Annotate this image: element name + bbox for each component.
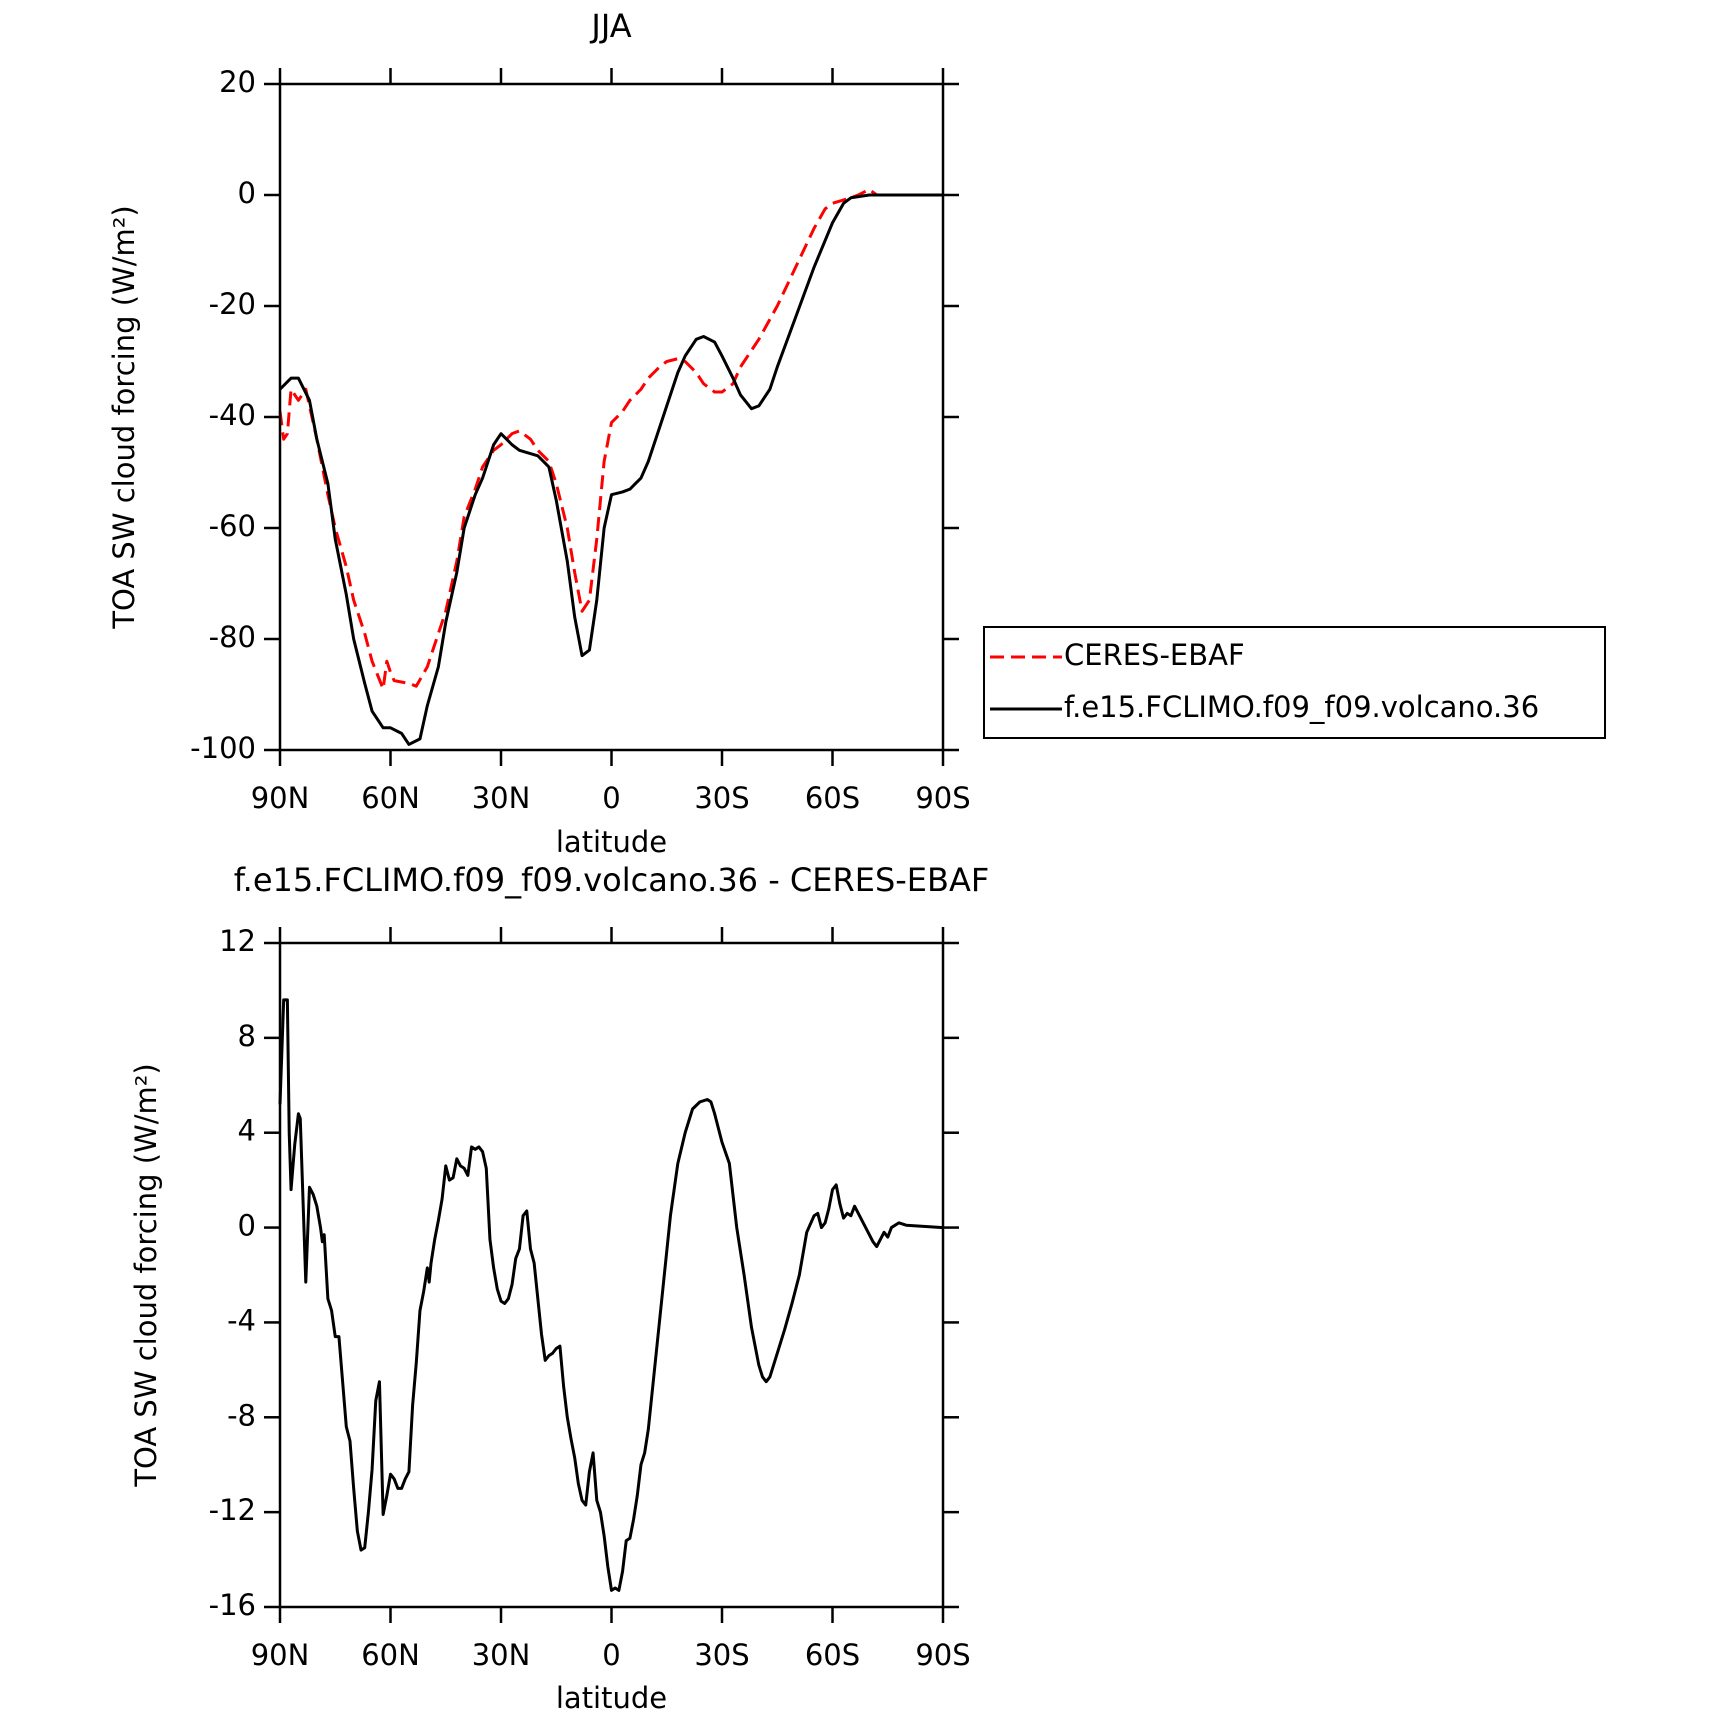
x-tick-label: 90N: [251, 1638, 310, 1672]
x-tick-label: 30S: [694, 1638, 749, 1672]
y-tick-label: -40: [209, 398, 256, 432]
y-tick-label: -4: [227, 1303, 256, 1337]
y-axis-label: TOA SW cloud forcing (W/m²): [107, 205, 141, 629]
y-tick-label: 8: [238, 1019, 256, 1053]
y-tick-label: 4: [238, 1114, 256, 1148]
y-tick-label: 12: [219, 924, 256, 958]
x-tick-label: 90S: [915, 781, 970, 815]
x-axis-label: latitude: [556, 825, 667, 859]
x-tick-label: 90N: [251, 781, 310, 815]
y-tick-label: -8: [227, 1398, 256, 1432]
legend-label: f.e15.FCLIMO.f09_f09.volcano.36: [1064, 690, 1539, 724]
y-tick-label: -16: [209, 1588, 256, 1622]
x-tick-label: 30N: [472, 781, 531, 815]
x-tick-label: 60S: [805, 1638, 860, 1672]
x-tick-label: 60N: [361, 1638, 420, 1672]
chart-title: f.e15.FCLIMO.f09_f09.volcano.36 - CERES-…: [234, 861, 990, 899]
data-line: [278, 998, 944, 1592]
x-tick-label: 30N: [472, 1638, 531, 1672]
x-tick-label: 30S: [694, 781, 749, 815]
chart-title: JJA: [589, 7, 631, 45]
plot-frame: [278, 941, 945, 1609]
legend-label: CERES-EBAF: [1064, 638, 1245, 672]
y-axis-label: TOA SW cloud forcing (W/m²): [129, 1063, 163, 1487]
data-line: [278, 187, 943, 691]
x-tick-label: 0: [602, 781, 620, 815]
x-tick-label: 90S: [915, 1638, 970, 1672]
x-tick-label: 60N: [361, 781, 420, 815]
y-tick-label: -60: [209, 509, 256, 543]
plot-frame: [278, 82, 945, 752]
y-tick-label: -100: [190, 731, 256, 765]
y-tick-label: 20: [219, 65, 256, 99]
data-line: [278, 193, 943, 746]
y-tick-label: 0: [238, 1209, 256, 1243]
legend-box: [983, 626, 1606, 739]
x-tick-label: 60S: [805, 781, 860, 815]
y-tick-label: 0: [238, 176, 256, 210]
x-tick-label: 0: [602, 1638, 620, 1672]
x-axis-label: latitude: [556, 1681, 667, 1715]
y-tick-label: -12: [209, 1493, 256, 1527]
y-tick-label: -80: [209, 620, 256, 654]
y-tick-label: -20: [209, 287, 256, 321]
